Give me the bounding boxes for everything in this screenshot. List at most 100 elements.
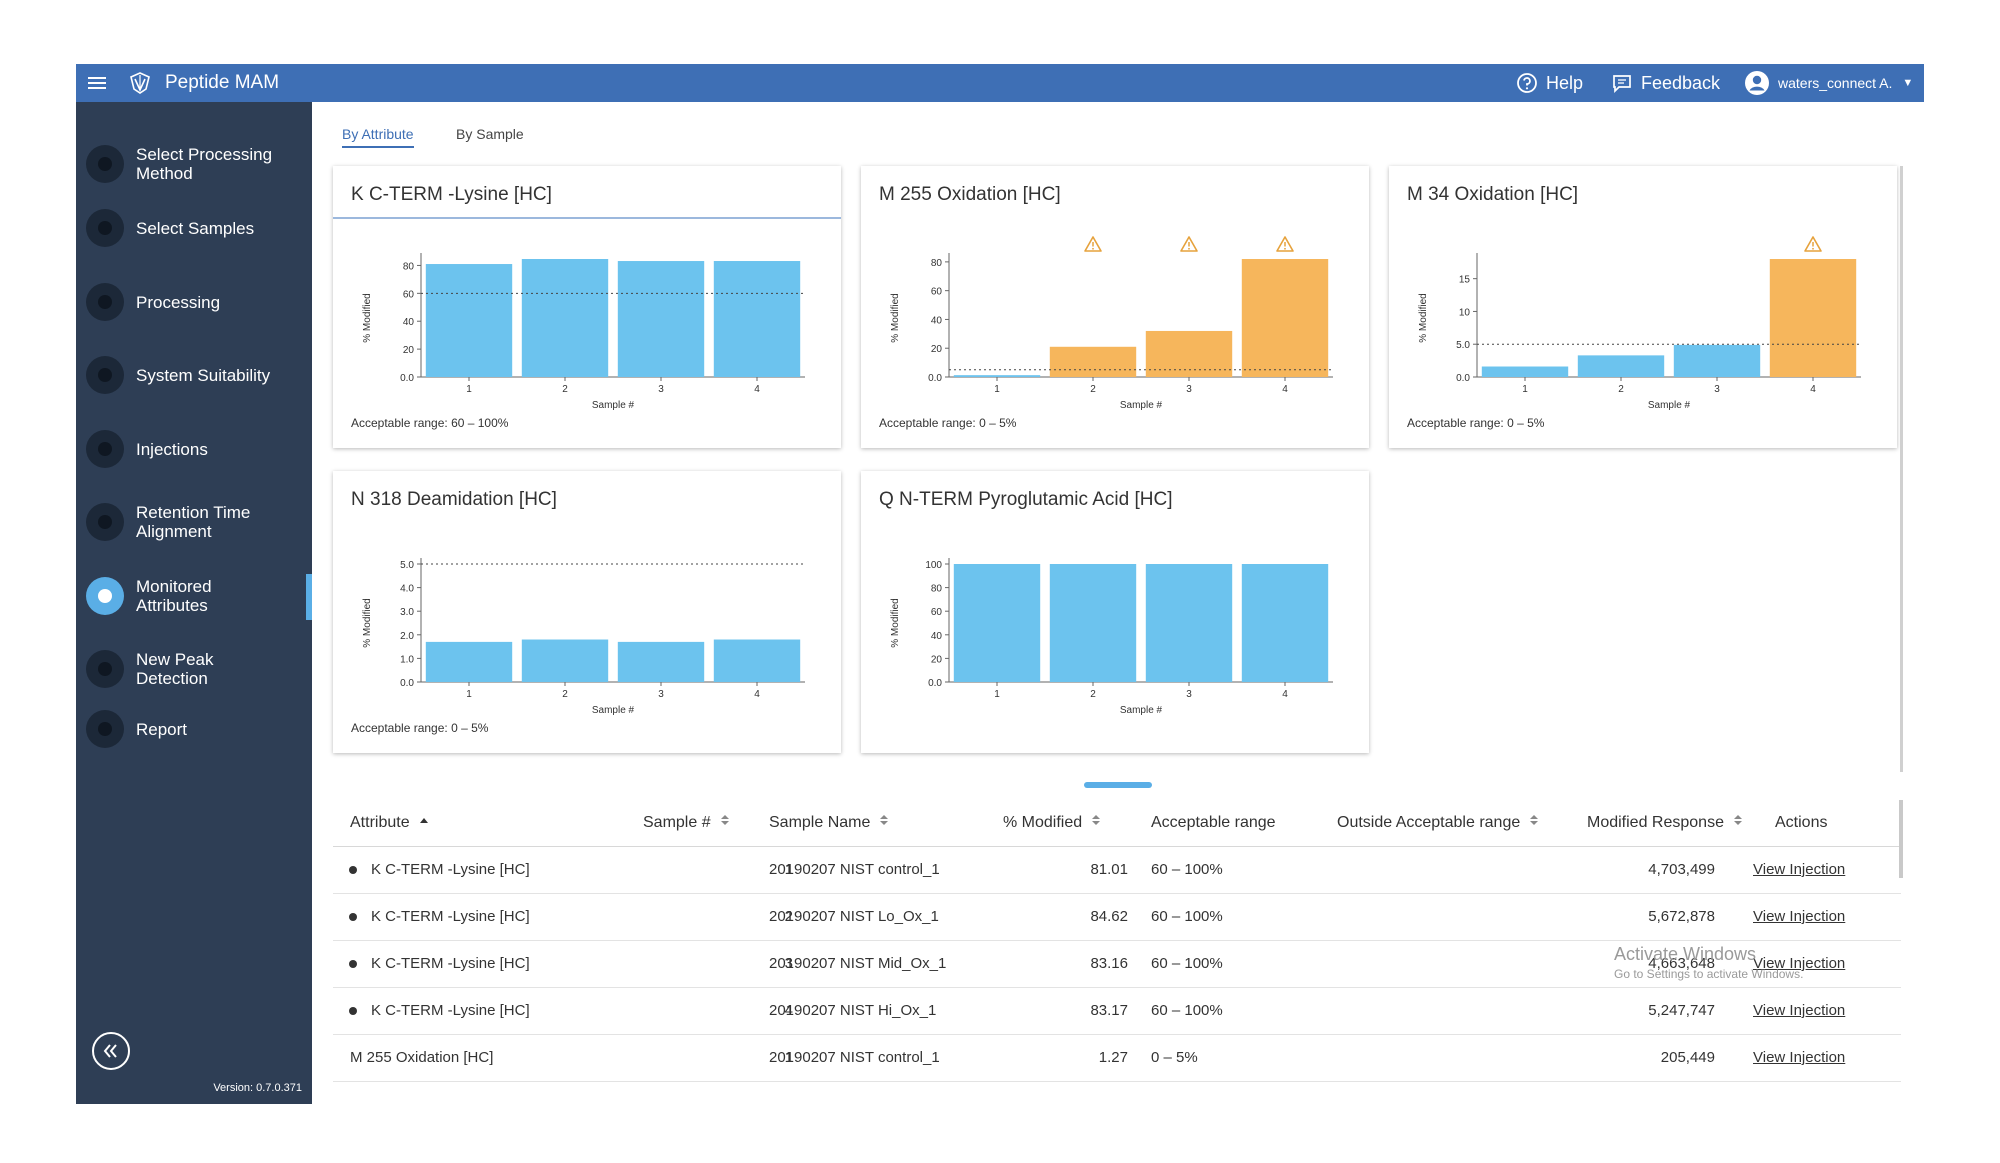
bar[interactable] — [1769, 259, 1857, 377]
sidebar-item-system-suitability[interactable]: System Suitability — [86, 345, 312, 405]
chart-card-m-255-oxidation[interactable]: M 255 Oxidation [HC] 0.0 20 40 60 80 % Modifi… — [861, 166, 1369, 448]
cell-acceptable-range: 60 – 100% — [1151, 1002, 1223, 1019]
x-tick-label: 2 — [1090, 689, 1096, 700]
bar[interactable] — [1481, 366, 1569, 377]
x-tick-label: 1 — [994, 689, 1000, 700]
bar[interactable] — [1241, 259, 1329, 377]
view-injection-link[interactable]: View Injection — [1753, 861, 1846, 878]
bar[interactable] — [617, 261, 705, 377]
bar[interactable] — [521, 639, 609, 682]
bar-chart: 0.0 1.0 2.0 3.0 4.0 5.0 % Modified 1 2 3 4 Sample # — [362, 558, 805, 716]
cell-sample-number: 1 — [784, 861, 793, 878]
bar[interactable] — [1049, 346, 1137, 377]
bullet-icon — [349, 960, 357, 968]
column-header-modified-response[interactable]: Modified Response — [1587, 800, 1744, 846]
help-button[interactable]: Help — [1516, 71, 1583, 95]
chart-card-k-c-term-lysine[interactable]: K C-TERM -Lysine [HC] 0.0 20 40 60 80 % Modif… — [333, 166, 841, 448]
step-circle-icon — [86, 209, 124, 247]
bullet-icon — [349, 866, 357, 874]
help-label: Help — [1546, 72, 1584, 93]
bar[interactable] — [617, 641, 705, 682]
view-injection-link[interactable]: View Injection — [1753, 1002, 1846, 1019]
cell-attribute: K C-TERM -Lysine [HC] — [371, 955, 530, 972]
bar[interactable] — [521, 259, 609, 377]
sidebar: Select Processing Method Select Samples … — [76, 102, 312, 1104]
bar-chart: 0.0 20 40 60 80 % Modified 1 2 3 4 Sample # — [890, 236, 1333, 411]
cell-sample-name: 20190207 NIST control_1 — [769, 1049, 940, 1066]
resize-handle[interactable] — [1084, 782, 1152, 788]
x-axis-label: Sample # — [1648, 400, 1691, 411]
x-tick-label: 4 — [1810, 384, 1816, 395]
warning-icon — [1276, 236, 1294, 252]
sort-icon — [719, 800, 731, 846]
x-tick-label: 2 — [1618, 384, 1624, 395]
sidebar-item-monitored-attributes[interactable]: Monitored Attributes — [86, 566, 312, 626]
sidebar-item-label: Select Samples — [136, 218, 255, 238]
table-header: Attribute Sample # Sample Name % Modifie… — [333, 800, 1901, 847]
y-tick-label: 60 — [931, 607, 943, 618]
sidebar-item-select-processing-method[interactable]: Select Processing Method — [86, 134, 312, 194]
bar[interactable] — [713, 261, 801, 377]
cell-sample-number: 2 — [784, 908, 793, 925]
cell-acceptable-range: 0 – 5% — [1151, 1049, 1198, 1066]
y-tick-label: 20 — [403, 345, 415, 356]
charts-scrollbar[interactable] — [1900, 166, 1903, 772]
bar[interactable] — [1145, 564, 1233, 682]
sidebar-item-retention-time-alignment[interactable]: Retention Time Alignment — [86, 492, 312, 552]
column-header-sample-number[interactable]: Sample # — [643, 800, 731, 846]
menu-icon[interactable] — [88, 74, 106, 92]
step-circle-icon — [86, 503, 124, 541]
column-header-attribute[interactable]: Attribute — [350, 800, 430, 846]
y-tick-label: 80 — [403, 261, 415, 272]
bar[interactable] — [953, 564, 1041, 682]
view-injection-link[interactable]: View Injection — [1753, 908, 1846, 925]
chart-card-m-34-oxidation[interactable]: M 34 Oxidation [HC] 0.0 5.0 10 15 % Modified… — [1389, 166, 1897, 448]
cell-sample-number: 1 — [784, 1049, 793, 1066]
bar[interactable] — [425, 641, 513, 682]
y-tick-label: 10 — [1459, 307, 1471, 318]
column-header-outside-acceptable-range[interactable]: Outside Acceptable range — [1337, 800, 1540, 846]
double-chevron-left-icon — [103, 1044, 117, 1058]
y-tick-label: 3.0 — [400, 607, 414, 618]
x-tick-label: 1 — [466, 689, 472, 700]
view-injection-link[interactable]: View Injection — [1753, 955, 1846, 972]
cell-attribute: K C-TERM -Lysine [HC] — [371, 1002, 530, 1019]
acceptable-range-note: Acceptable range: 60 – 100% — [351, 416, 509, 430]
sidebar-item-injections[interactable]: Injections — [86, 419, 312, 479]
cell-modified-response: 5,247,747 — [1648, 1002, 1715, 1019]
chart-card-n-318-deamidation[interactable]: N 318 Deamidation [HC] 0.0 1.0 2.0 3.0 4.0 5.… — [333, 471, 841, 753]
x-tick-label: 4 — [1282, 689, 1288, 700]
feedback-button[interactable]: Feedback — [1611, 71, 1720, 95]
bar[interactable] — [713, 639, 801, 682]
collapse-sidebar-button[interactable] — [92, 1032, 130, 1070]
sidebar-item-processing[interactable]: Processing — [86, 272, 312, 332]
bar-chart: 0.0 20 40 60 80 % Modified 1 2 3 4 Sample # — [362, 253, 805, 411]
tab-by-sample[interactable]: By Sample — [456, 126, 524, 142]
warning-icon — [1804, 236, 1822, 252]
bar[interactable] — [1049, 564, 1137, 682]
view-injection-link[interactable]: View Injection — [1753, 1049, 1846, 1066]
bar[interactable] — [1673, 344, 1761, 377]
bar[interactable] — [1241, 564, 1329, 682]
sidebar-item-label: Select Processing Method — [136, 145, 273, 183]
sidebar-item-report[interactable]: Report — [86, 699, 312, 759]
y-tick-label: 80 — [931, 258, 943, 269]
bar[interactable] — [425, 264, 513, 377]
x-tick-label: 1 — [1522, 384, 1528, 395]
chart-card-q-n-term-pyroglutamic-acid[interactable]: Q N-TERM Pyroglutamic Acid [HC] 0.0 20 40 6… — [861, 471, 1369, 753]
bar[interactable] — [1577, 355, 1665, 377]
cell-modified-response: 4,703,499 — [1648, 861, 1715, 878]
y-tick-label: 5.0 — [400, 560, 414, 571]
column-header-sample-name[interactable]: Sample Name — [769, 800, 890, 846]
column-header-actions: Actions — [1775, 814, 1828, 831]
y-tick-label: 2.0 — [400, 631, 414, 642]
bar[interactable] — [953, 375, 1041, 377]
user-menu[interactable]: waters_connect A. ▼ — [1744, 70, 1913, 96]
sidebar-item-new-peak-detection[interactable]: New Peak Detection — [86, 639, 312, 699]
sidebar-item-label: Retention Time Alignment — [136, 503, 251, 541]
column-header-percent-modified[interactable]: % Modified — [1003, 800, 1102, 846]
table-scrollbar[interactable] — [1899, 800, 1903, 878]
bullet-icon — [349, 1007, 357, 1015]
sidebar-item-select-samples[interactable]: Select Samples — [86, 198, 312, 258]
tab-by-attribute[interactable]: By Attribute — [342, 126, 414, 148]
